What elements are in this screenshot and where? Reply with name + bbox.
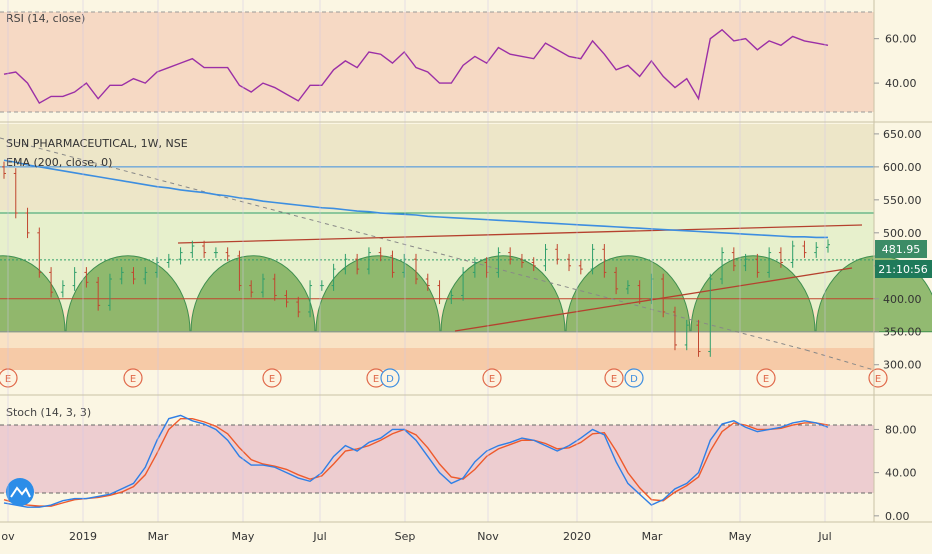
event-marker-circle [604, 368, 624, 388]
time-axis-label: May [232, 530, 255, 543]
upper-trend-line [177, 224, 863, 244]
price-axis-label: 300.00 [883, 359, 922, 372]
countdown-label: 21:10:56 [878, 263, 927, 276]
price-axis-label: 650.00 [883, 128, 922, 141]
semicircle [190, 255, 316, 333]
stoch-band [0, 425, 874, 493]
time-axis-label: Jul [817, 530, 831, 543]
rsi-label: RSI (14, close) [6, 12, 85, 25]
symbol-label: SUN PHARMACEUTICAL, 1W, NSE [6, 137, 188, 150]
stoch-axis-label: 0.00 [885, 510, 910, 523]
price-axis-label: 600.00 [883, 161, 922, 174]
event-marker-letter: E [373, 374, 379, 385]
price-axis-label: 400.00 [883, 293, 922, 306]
price-axis-label: 350.00 [883, 326, 922, 339]
event-marker-letter: E [489, 374, 495, 385]
semicircle [440, 255, 566, 333]
event-marker-letter: D [386, 374, 394, 385]
last-price-badge [875, 240, 927, 258]
time-axis-label: Nov [477, 530, 499, 543]
price-bottom-zone [0, 348, 874, 370]
ema-line [3, 159, 828, 239]
lower-trend-line [454, 267, 853, 332]
rsi-band [0, 12, 874, 112]
rsi-axis-label: 40.00 [885, 77, 917, 90]
rsi-line [3, 28, 829, 105]
semicircle [0, 255, 66, 333]
event-marker-circle [624, 368, 644, 388]
event-marker-letter: E [269, 374, 275, 385]
stoch-d-line [3, 417, 829, 507]
time-axis-label: 2020 [563, 530, 591, 543]
time-axis-label: Mar [642, 530, 663, 543]
ema-label: EMA (200, close, 0) [6, 156, 112, 169]
stoch-label: Stoch (14, 3, 3) [6, 406, 91, 419]
stoch-axis: 80.00 40.00 0.00 [874, 423, 917, 523]
logo-icon [10, 486, 31, 498]
stoch-pane: Stoch (14, 3, 3) [0, 406, 874, 508]
stoch-axis-label: 80.00 [885, 423, 917, 436]
time-axis-label: Mar [148, 530, 169, 543]
stoch-axis-label: 40.00 [885, 467, 917, 480]
dashed-trend-line [0, 137, 807, 351]
event-marker-letter: E [763, 374, 769, 385]
dashed-trend-line-extension [805, 349, 875, 371]
event-marker-circle [756, 368, 776, 388]
vertical-grid [7, 0, 826, 522]
countdown-badge [875, 260, 932, 278]
candles [2, 161, 830, 357]
time-axis-label: Jul [312, 530, 326, 543]
time-axis: ov 2019 Mar May Jul Sep Nov 2020 Mar May Jul [1, 530, 831, 543]
rsi-axis-label: 60.00 [885, 33, 917, 46]
price-axis-label: 550.00 [883, 194, 922, 207]
event-marker-letter: E [130, 374, 136, 385]
horizontal-levels [0, 166, 874, 333]
event-marker-circle [380, 368, 400, 388]
time-axis-label: ov [1, 530, 15, 543]
price-axis-label: 500.00 [883, 227, 922, 240]
rsi-axis: 60.00 40.00 [874, 33, 917, 90]
rsi-pane: RSI (14, close) [0, 11, 874, 113]
event-marker-circle [123, 368, 143, 388]
event-marker-circle [262, 368, 282, 388]
time-axis-label: May [729, 530, 752, 543]
last-price-label: 481.95 [882, 243, 921, 256]
time-axis-label: Sep [395, 530, 416, 543]
event-marker-letter: E [875, 374, 881, 385]
event-marker-letter: E [611, 374, 617, 385]
time-axis-label: 2019 [69, 530, 97, 543]
price-pane: EEEEDEEDEE SUN PHARMACEUTICAL, 1W, NSE E… [0, 124, 932, 388]
stoch-k-line [3, 414, 829, 508]
event-marker-letter: D [630, 374, 638, 385]
semicircle [65, 255, 191, 333]
